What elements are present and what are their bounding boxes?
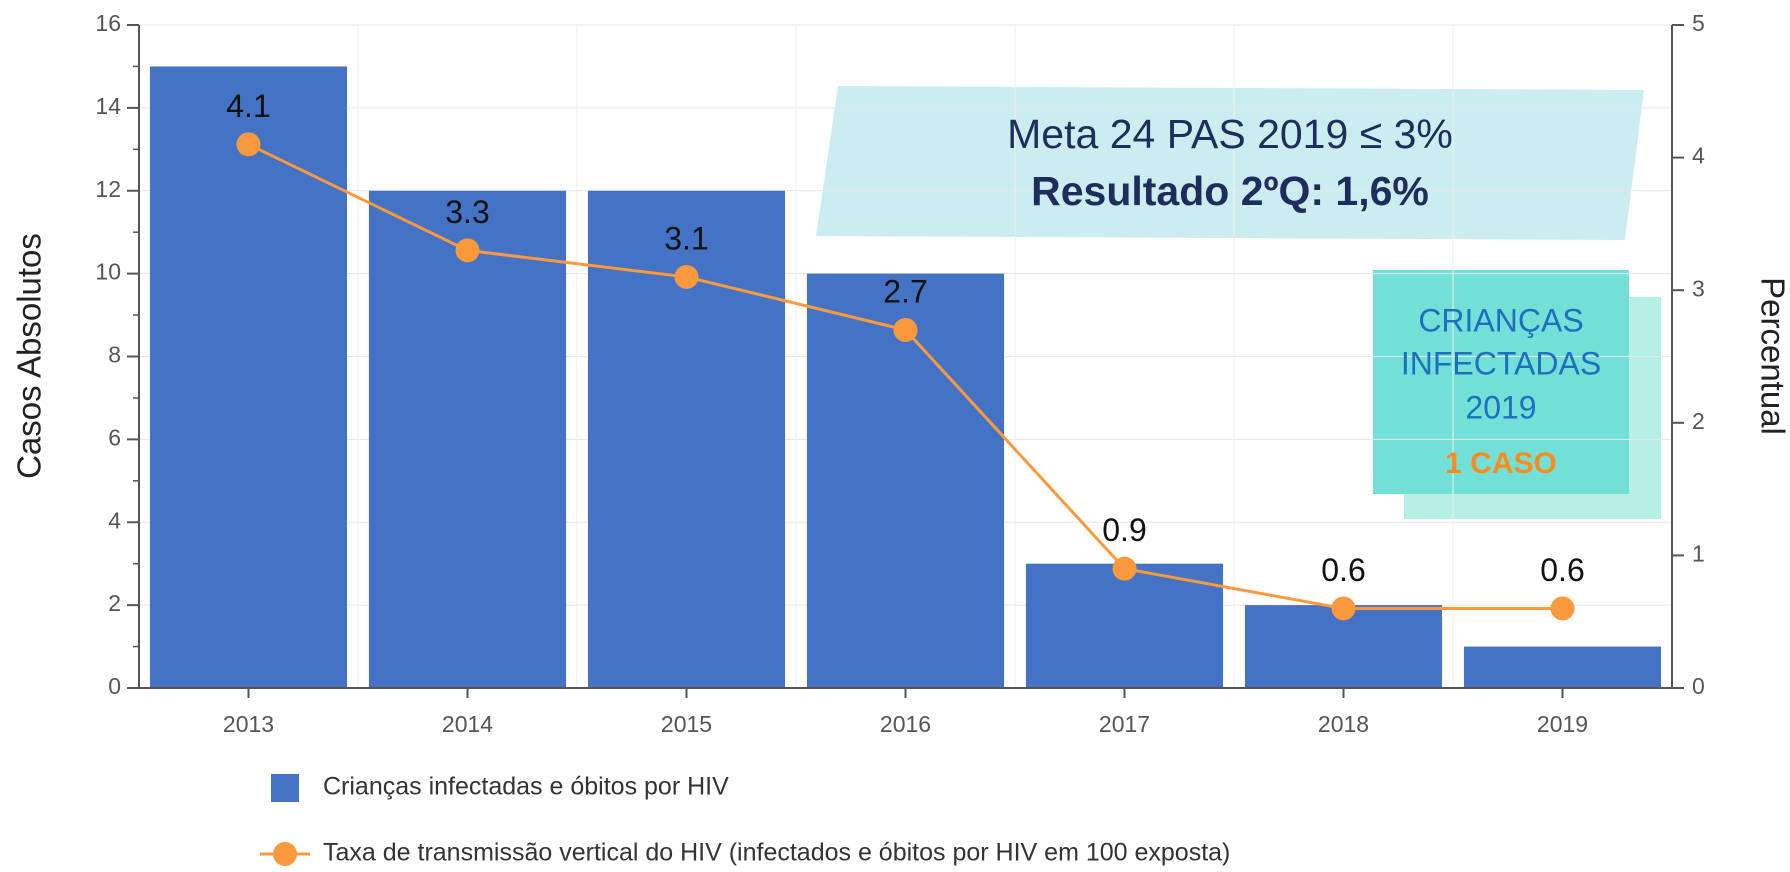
bar (149, 66, 348, 688)
legend-label: Taxa de transmissão vertical do HIV (inf… (323, 839, 1230, 867)
y-tick-label: 2 (108, 590, 121, 616)
line-point (1331, 596, 1356, 621)
legend-swatch (273, 842, 297, 866)
line-point (893, 317, 918, 342)
line-point (455, 238, 480, 263)
y-tick-label: 6 (108, 424, 121, 450)
y-tick-label: 12 (95, 176, 121, 202)
data-label: 0.6 (1540, 552, 1584, 588)
data-label: 3.1 (664, 220, 708, 256)
x-tick-label: 2014 (442, 711, 493, 737)
annotation-text: Resultado 2ºQ: 1,6% (1031, 168, 1429, 214)
annotation-text: 1 CASO (1445, 447, 1557, 480)
bar (1463, 646, 1662, 688)
y-tick-label: 0 (108, 673, 121, 699)
y-axis-title: Casos Absolutos (11, 233, 48, 479)
line-point (1112, 556, 1137, 581)
y2-tick-label: 2 (1692, 408, 1705, 434)
x-tick-label: 2019 (1537, 711, 1588, 737)
bar (368, 190, 567, 688)
data-label: 2.7 (883, 273, 927, 309)
y-tick-label: 14 (95, 93, 121, 119)
y-tick-label: 10 (95, 259, 121, 285)
line-point (1550, 596, 1575, 621)
y2-tick-label: 5 (1692, 10, 1705, 36)
bar (1025, 563, 1224, 688)
data-label: 4.1 (226, 88, 270, 124)
legend-swatch (271, 774, 299, 802)
line-point (674, 264, 699, 289)
x-tick-label: 2016 (880, 711, 931, 737)
x-tick-label: 2013 (223, 711, 274, 737)
bar (806, 273, 1005, 688)
y2-tick-label: 1 (1692, 540, 1705, 566)
y2-tick-label: 4 (1692, 143, 1705, 169)
y2-axis-title: Percentual (1754, 277, 1790, 435)
y2-tick-label: 3 (1692, 275, 1705, 301)
y2-tick-label: 0 (1692, 673, 1705, 699)
annotation-text: INFECTADAS (1401, 345, 1601, 381)
data-label: 0.6 (1321, 552, 1365, 588)
line-point (236, 132, 261, 157)
data-label: 0.9 (1102, 512, 1146, 548)
data-label: 3.3 (445, 194, 489, 230)
annotation-text: Meta 24 PAS 2019 ≤ 3% (1007, 111, 1453, 157)
x-tick-label: 2017 (1099, 711, 1150, 737)
y-tick-label: 8 (108, 342, 121, 368)
x-tick-label: 2015 (661, 711, 712, 737)
legend-label: Crianças infectadas e óbitos por HIV (323, 773, 729, 801)
x-tick-label: 2018 (1318, 711, 1369, 737)
y-tick-label: 4 (108, 507, 121, 533)
annotation-text: 2019 (1465, 389, 1536, 425)
annotation-box (816, 86, 1644, 240)
y-tick-label: 16 (95, 10, 121, 36)
annotation-text: CRIANÇAS (1418, 302, 1583, 338)
annotation-box (1373, 270, 1629, 494)
